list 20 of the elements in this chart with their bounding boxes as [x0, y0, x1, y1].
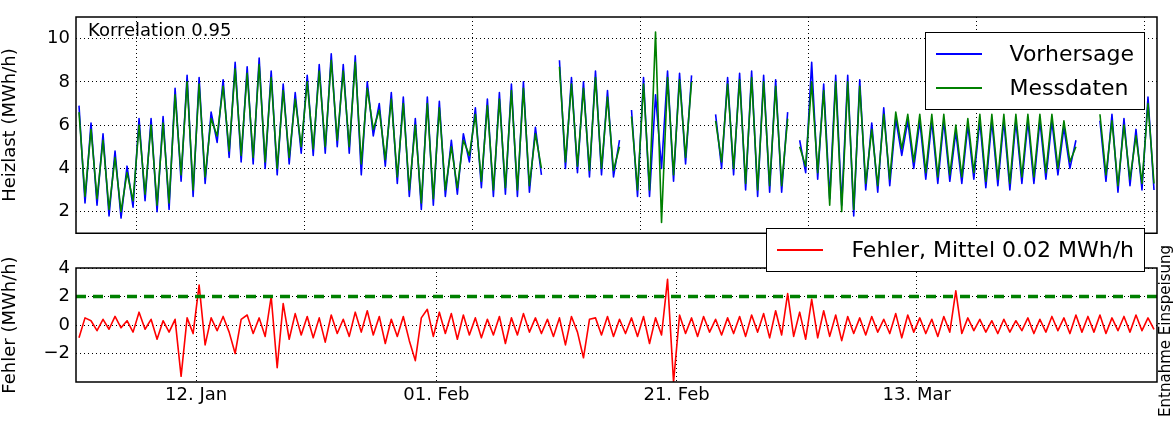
- y-tick-label: 2: [58, 284, 70, 306]
- y-tick-label: 8: [58, 69, 70, 91]
- annotation: Entnahme Einspeisung: [1156, 245, 1174, 417]
- x-tick-label: 13. Mar: [882, 383, 952, 405]
- legend-label: Fehler, Mittel 0.02 MWh/h: [851, 236, 1134, 264]
- y-axis-title: Heizlast (MWh/h): [0, 48, 20, 202]
- annotation: Korrelation 0.95: [88, 19, 232, 40]
- y-axis-title: Fehler (MWh/h): [0, 256, 20, 394]
- y-tick-label: 4: [58, 255, 70, 277]
- x-tick-label: 01. Feb: [403, 383, 470, 405]
- x-tick-label: 12. Jan: [165, 383, 228, 405]
- legend-label: Vorhersage: [1009, 40, 1134, 68]
- y-tick-label: 0: [58, 312, 70, 334]
- y-tick-label: 4: [58, 156, 70, 178]
- y-tick-label: −2: [43, 341, 70, 363]
- x-tick-label: 21. Feb: [643, 383, 710, 405]
- y-tick-label: 2: [58, 199, 70, 221]
- legend-label: Messdaten: [1009, 74, 1129, 102]
- y-tick-label: 6: [58, 112, 70, 134]
- y-tick-label: 10: [47, 26, 70, 48]
